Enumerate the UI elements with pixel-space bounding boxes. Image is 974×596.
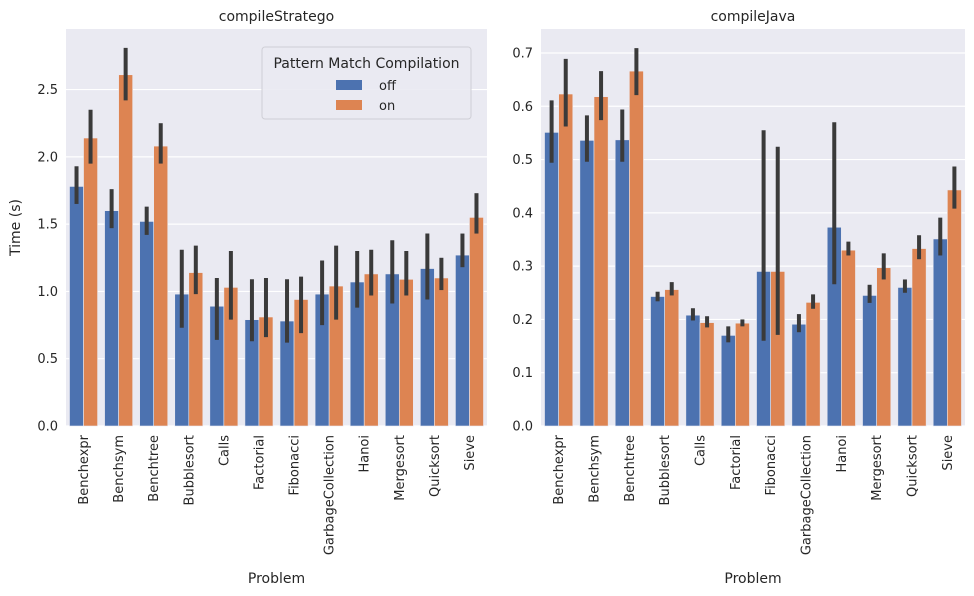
bar-on [911,248,927,427]
x-tick-label: Bubblesort [182,435,197,505]
bar-on [363,273,379,427]
y-tick-label: 0.2 [512,313,533,328]
bars [544,70,962,427]
y-tick-label: 0.1 [512,366,533,381]
bar-on [699,322,715,427]
x-tick-label: Factorial [729,435,744,490]
x-tick-label: Benchtree [623,435,638,502]
x-tick-label: Benchsym [112,435,127,503]
x-tick-label: Mergesort [393,435,408,501]
bar-on [947,189,962,427]
bar-on [398,279,414,427]
y-tick-label: 0.6 [512,100,533,115]
bar-on [735,322,750,427]
x-tick-label: Hanoi [358,435,373,473]
y-tick-label: 1.0 [37,285,58,300]
bar-on [841,249,856,427]
x-tick-label: Quicksort [906,435,921,497]
bar-on [83,137,98,427]
bar-on [188,272,204,427]
bar-on [118,74,133,427]
bar-on [664,289,680,427]
y-tick-label: 0.0 [512,420,533,435]
legend-box [261,46,472,120]
bar-off [932,238,948,427]
bar-on [558,93,574,427]
x-tick-label: Quicksort [428,435,443,497]
x-tick-label: Fibonacci [288,435,303,495]
bar-on [434,277,449,427]
legend-swatch-on [336,100,362,110]
panel-compilestratego: 0.00.51.01.52.02.5 Benchexpr Benchsym Benc… [8,9,487,587]
bar-off [685,314,701,427]
panel-title: compileJava [711,9,796,25]
x-tick-labels: Benchexpr Benchsym Benchtree Bubblesort Call… [552,434,956,555]
legend-title: Pattern Match Compilation [273,56,459,72]
legend-label-off: off [379,79,397,94]
x-tick-label: Sieve [463,435,478,471]
y-tick-label: 1.5 [37,218,58,233]
legend-label-on: on [379,99,395,114]
panel-compilejava: 0.0 0.1 0.2 0.3 0.4 0.5 0.6 0.7 Benchexpr Benchs… [512,9,965,587]
x-tick-label: Benchexpr [77,434,92,504]
bar-off [791,323,807,427]
bar-on [153,145,169,427]
bar-on [469,217,484,427]
bar-off [650,296,665,427]
bar-off [614,139,630,427]
legend: Pattern Match Compilation off on [261,46,472,120]
x-tick-label: Sieve [941,435,956,471]
y-tick-label: 0.7 [512,46,533,61]
error-bars [549,48,957,343]
x-tick-label: Benchtree [147,435,162,502]
x-tick-label: Fibonacci [764,435,779,495]
x-tick-label: GarbageCollection [800,435,815,555]
x-tick-label: Calls [217,435,232,466]
y-tick-label: 0.5 [512,153,533,168]
bar-on [629,70,644,427]
x-tick-label: Factorial [252,435,267,490]
y-tick-label: 0.5 [37,352,58,367]
y-tick-label: 2.0 [37,150,58,165]
x-tick-label: Calls [694,435,709,466]
x-axis-label: Problem [724,571,781,587]
bar-off [720,335,736,427]
gridlines [541,52,965,427]
x-tick-label: Mergesort [870,435,885,501]
panel-title: compileStratego [219,9,334,25]
bar-on [593,96,609,427]
x-tick-labels: Benchexpr Benchsym Benchtree Bubblesort Call… [77,434,478,555]
bar-on [876,267,892,427]
bar-off [897,287,913,427]
bar-off [139,221,155,427]
bar-off [69,186,84,427]
x-tick-label: GarbageCollection [323,435,338,555]
x-tick-label: Hanoi [835,435,850,473]
bar-off [544,132,559,427]
y-axis-label: Time (s) [8,199,24,257]
y-tick-label: 2.5 [37,83,58,98]
y-tick-label: 0.0 [37,420,58,435]
y-tick-label: 0.4 [512,206,533,221]
x-tick-label: Bubblesort [658,435,673,505]
bar-off [104,210,119,427]
bar-on [805,302,821,427]
y-tick-labels: 0.0 0.5 1.0 1.5 2.0 2.5 [37,83,58,434]
plot-background [541,29,965,426]
x-axis-label: Problem [248,571,305,587]
y-tick-labels: 0.0 0.1 0.2 0.3 0.4 0.5 0.6 0.7 [512,46,533,434]
bar-off [455,254,470,427]
bars [69,74,484,427]
bar-off [579,140,595,427]
x-tick-label: Benchsym [588,435,603,503]
bar-off [862,295,877,427]
y-tick-label: 0.3 [512,260,533,275]
x-tick-label: Benchexpr [552,434,567,504]
legend-swatch-off [336,80,362,90]
error-bars [74,47,479,343]
